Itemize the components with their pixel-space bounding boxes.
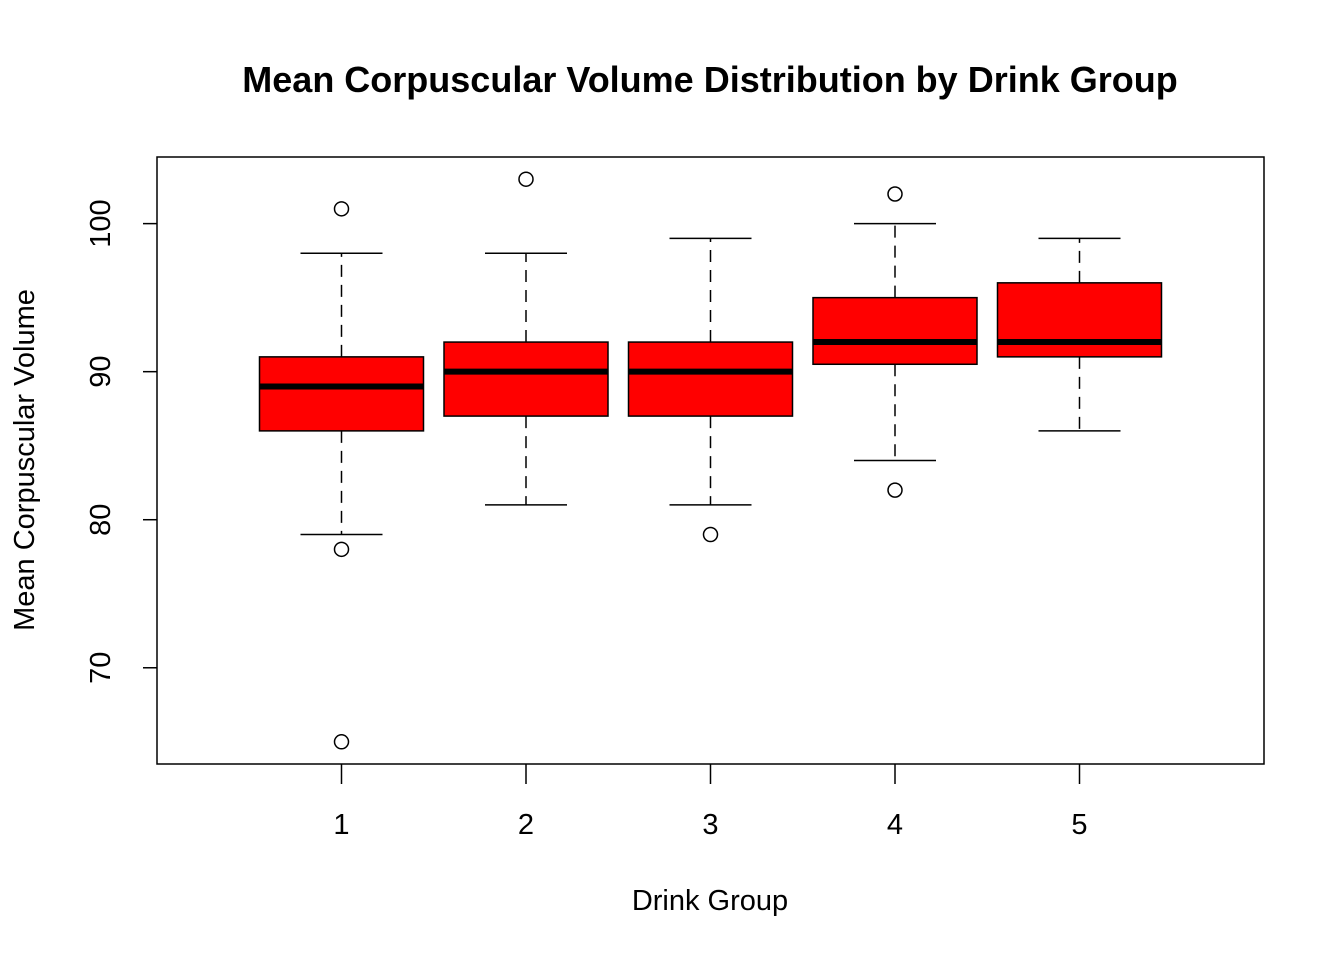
y-tick-label: 90 [85,356,117,388]
box-4 [812,296,978,366]
box-5 [996,282,1163,358]
outlier-point [702,526,719,543]
outlier-point [333,734,350,750]
box-3 [627,341,794,417]
y-tick-label: 70 [85,652,117,684]
x-axis-label: Drink Group [632,885,788,917]
x-tick-label: 5 [1071,809,1087,841]
y-axis-label: Mean Corpuscular Volume [9,289,41,631]
outlier-point [333,201,350,217]
outlier-point [887,186,903,202]
x-tick-label: 3 [702,809,718,841]
outlier-point [518,171,534,187]
x-tick-label: 1 [333,809,349,841]
box-1 [258,356,425,432]
y-tick-label: 80 [85,504,117,536]
chart-title: Mean Corpuscular Volume Distribution by … [242,59,1177,100]
box-2 [443,341,609,417]
x-tick-label: 4 [887,809,903,841]
outlier-point [333,541,350,558]
y-tick-label: 100 [85,199,117,247]
outlier-point [887,482,903,498]
chart-marks: 70 80 90 100 1 2 3 4 5 [85,171,1163,841]
x-tick-label: 2 [518,809,534,841]
